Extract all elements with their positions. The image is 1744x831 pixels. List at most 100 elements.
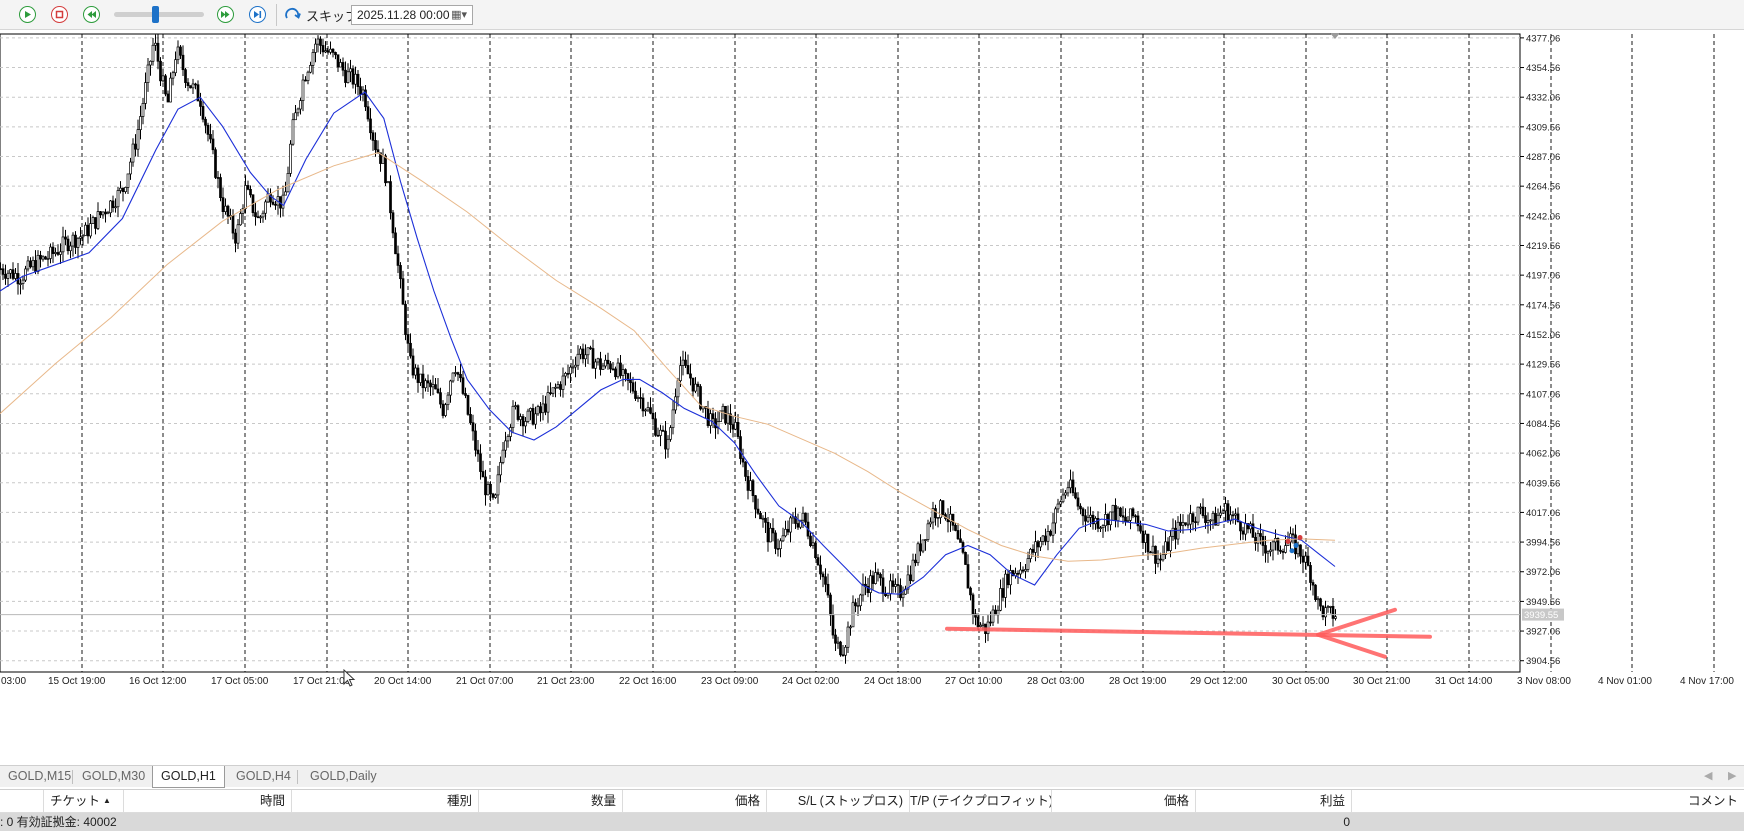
skip-date-field[interactable]: 2025.11.28 00:00 ▦▾ — [351, 5, 473, 25]
step-button[interactable] — [249, 6, 266, 23]
candle-body — [939, 500, 942, 518]
candle-body — [99, 211, 102, 216]
column-blank — [0, 790, 44, 813]
candle-body — [1209, 519, 1212, 522]
candle-body — [419, 373, 422, 383]
y-tick-label: 3927.06 — [1526, 627, 1560, 638]
candle-body — [901, 593, 905, 599]
rewind-button[interactable] — [83, 6, 100, 23]
y-tick-label: 4062.06 — [1526, 449, 1560, 460]
tab-gold-daily[interactable]: GOLD,Daily — [310, 769, 377, 783]
candle-body — [219, 177, 222, 198]
column-comment[interactable]: コメント — [1687, 794, 1738, 808]
candle-body — [756, 508, 760, 514]
candle-body — [116, 190, 120, 208]
candle-body — [659, 429, 662, 436]
candle-body — [976, 616, 980, 627]
candle-body — [604, 359, 607, 367]
calendar-dropdown-icon[interactable]: ▦▾ — [451, 9, 467, 21]
total-profit: 0 — [1343, 815, 1350, 829]
candle-body — [776, 548, 780, 550]
candle-body — [1279, 549, 1282, 552]
candle-body — [619, 362, 622, 376]
candle-body — [166, 93, 170, 103]
candle-body — [456, 372, 460, 375]
candle-body — [1081, 508, 1085, 517]
candle-body — [1189, 513, 1192, 525]
column-current-price[interactable]: 価格 — [1052, 790, 1196, 813]
column-stop-loss[interactable]: S/L (ストップロス) — [767, 790, 910, 813]
candle-body — [69, 245, 72, 252]
y-tick-label: 4174.56 — [1526, 300, 1560, 311]
candle-body — [291, 119, 295, 145]
candle-body — [134, 143, 137, 150]
column-profit[interactable]: 利益 — [1196, 790, 1352, 813]
skip-button[interactable]: スキップ — [284, 5, 358, 25]
candle-body — [1306, 555, 1310, 566]
play-button[interactable] — [19, 6, 36, 23]
candle-body — [871, 575, 875, 584]
current-price-label: 3939.55 — [1524, 610, 1558, 621]
tab-gold-h1[interactable]: GOLD,H1 — [152, 766, 225, 788]
candle-body — [459, 374, 462, 379]
candle-body — [1144, 533, 1147, 543]
trade-marker — [1285, 539, 1291, 544]
column-type[interactable]: 種別 — [292, 790, 479, 813]
fast-forward-icon — [221, 11, 230, 18]
candle-body — [1111, 505, 1115, 513]
candle-body — [1254, 537, 1257, 544]
candle-body — [636, 397, 640, 399]
candle-body — [446, 394, 450, 406]
chart-canvas[interactable]: 4377.06 4354.56 4332.06 4309.56 4287.06 4264.… — [0, 32, 1744, 765]
candle-body — [184, 69, 187, 83]
x-tick-label: 03:00 — [1, 676, 26, 687]
candle-body — [436, 388, 440, 394]
price-chart[interactable]: 4377.06 4354.56 4332.06 4309.56 4287.06 4264.… — [0, 32, 1744, 765]
column-take-profit[interactable]: T/P (テイクプロフィット) — [910, 790, 1052, 813]
candle-body — [1009, 570, 1012, 586]
candle-body — [576, 353, 580, 366]
balance-status-row[interactable]: : 0 有効証拠金: 40002 0 — [0, 813, 1744, 831]
tab-scroll-right-icon[interactable]: ▶ — [1728, 770, 1737, 782]
candle-body — [476, 449, 480, 455]
tab-gold-m30[interactable]: GOLD,M30 — [82, 769, 146, 783]
candle-body — [241, 208, 245, 214]
candle-body — [284, 191, 287, 196]
column-time[interactable]: 時間 — [124, 790, 292, 813]
candle-body — [771, 527, 775, 534]
column-price[interactable]: 価格 — [623, 790, 767, 813]
annotation-arrow-head — [1316, 607, 1397, 659]
candle-body — [1281, 551, 1285, 553]
tab-scroll-left-icon[interactable]: ◀ — [1704, 770, 1713, 782]
candle-body — [1251, 523, 1255, 538]
speed-slider-track[interactable] — [114, 12, 204, 17]
y-tick-label: 4197.06 — [1526, 271, 1560, 282]
candle-body — [404, 303, 407, 335]
plot-area — [0, 33, 1521, 673]
rewind-icon — [87, 11, 96, 18]
y-tick-label: 4129.56 — [1526, 360, 1560, 371]
candle-body — [654, 418, 657, 436]
x-tick-label: 4 Nov 01:00 — [1598, 676, 1652, 687]
candle-body — [1069, 479, 1072, 489]
speed-slider-thumb[interactable] — [152, 6, 159, 23]
candle-body — [1201, 506, 1205, 516]
candle-body — [449, 380, 452, 396]
candle-body — [869, 575, 872, 593]
column-volume[interactable]: 数量 — [479, 790, 623, 813]
y-tick-label: 4264.56 — [1526, 182, 1560, 193]
candle-body — [919, 543, 922, 552]
chart-shift-marker-icon — [1330, 33, 1340, 39]
fast-forward-button[interactable] — [217, 6, 234, 23]
candle-body — [124, 187, 127, 193]
candle-body — [911, 559, 915, 582]
stop-button[interactable] — [51, 6, 68, 23]
tab-gold-m15[interactable]: GOLD,M15 — [8, 769, 72, 783]
candle-body — [1266, 551, 1270, 554]
candle-body — [941, 500, 945, 515]
candle-body — [159, 60, 162, 82]
candle-body — [39, 254, 42, 260]
candle-body — [1131, 508, 1135, 517]
column-ticket[interactable]: チケット — [44, 790, 124, 813]
tab-gold-h4[interactable]: GOLD,H4 — [236, 769, 291, 783]
